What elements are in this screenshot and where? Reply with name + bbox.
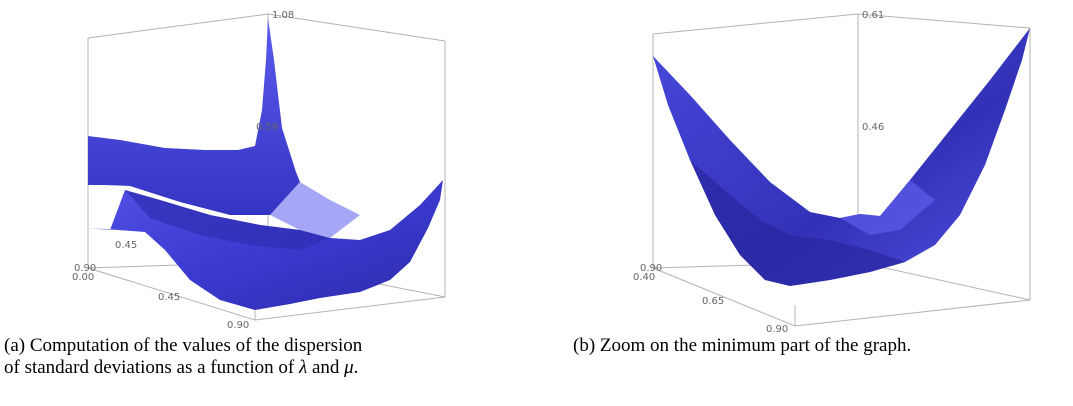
chart-b-surface-rim	[840, 180, 935, 235]
chart-a-surface-highlight	[270, 182, 360, 238]
chart-a-caption-period: .	[353, 357, 359, 378]
chart-a-surface-plateau	[88, 18, 300, 215]
chart-b-caption: (b) Zoom on the minimum part of the grap…	[573, 335, 912, 356]
chart-b-tick-labels: 0.61 0.46 0.90 0.40 0.65 0.90	[633, 10, 884, 335]
chart-b-mu-tick-top: 0.90	[640, 263, 662, 274]
chart-a-z-tick-top: 1.08	[272, 10, 294, 21]
chart-a-caption-mu: μ	[344, 357, 354, 378]
chart-a-caption-text: of standard deviations as a function of	[4, 357, 299, 378]
chart-a-surface	[88, 18, 443, 310]
chart-b-lambda-tick-0: 0.40	[633, 272, 655, 283]
chart-a-tick-labels: 1.08 0.59 0.90 0.00 0.45 0.45 0.90	[72, 10, 294, 331]
chart-b-surface-shadow	[690, 160, 905, 286]
chart-b-z-tick-mid: 0.46	[862, 122, 884, 133]
chart-b-surface	[653, 28, 1030, 286]
chart-a-mu-tick-mid: 0.45	[115, 240, 137, 251]
chart-b-lambda-tick-2: 0.90	[766, 324, 788, 335]
chart-a-lambda-tick-0: 0.00	[72, 272, 94, 283]
chart-a-surface-fold	[125, 190, 330, 250]
chart-a-lambda-tick-2: 0.90	[227, 320, 249, 331]
chart-a-caption-line2: of standard deviations as a function of …	[4, 357, 362, 379]
chart-a-caption-lambda: λ	[298, 357, 308, 378]
chart-a: 1.08 0.59 0.90 0.00 0.45 0.45 0.90	[72, 10, 446, 331]
chart-a-z-tick-mid: 0.59	[256, 122, 278, 133]
chart-a-caption: (a) Computation of the values of the dis…	[4, 335, 362, 379]
chart-a-lambda-tick-1: 0.45	[158, 292, 180, 303]
chart-a-caption-line1: (a) Computation of the values of the dis…	[4, 335, 363, 356]
chart-a-mu-tick-top: 0.90	[74, 263, 96, 274]
chart-b-lambda-tick-1: 0.65	[702, 296, 724, 307]
chart-b: 0.61 0.46 0.90 0.40 0.65 0.90	[633, 10, 1031, 335]
chart-a-caption-and: and	[307, 357, 345, 378]
chart-b-z-tick-top: 0.61	[862, 10, 884, 21]
